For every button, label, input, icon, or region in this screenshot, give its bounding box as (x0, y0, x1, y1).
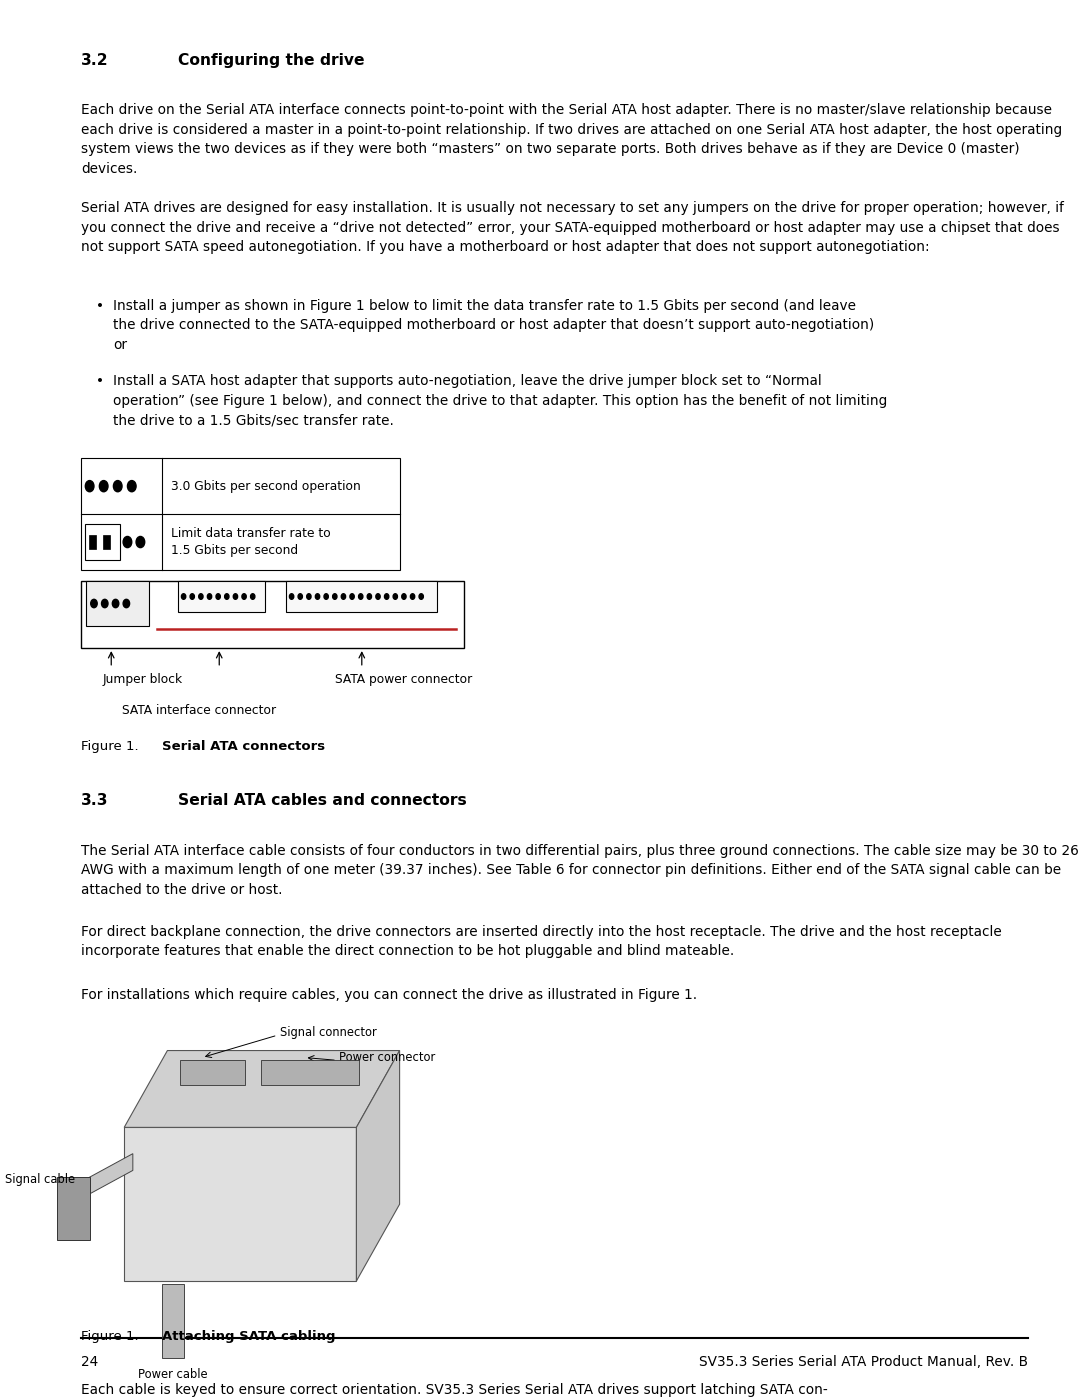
Circle shape (289, 594, 294, 599)
Circle shape (136, 536, 145, 548)
Polygon shape (356, 1051, 400, 1281)
Bar (81, 581, 464, 648)
Circle shape (298, 594, 302, 599)
Text: Figure 1.: Figure 1. (81, 1330, 138, 1343)
Text: Install a SATA host adapter that supports auto-negotiation, leave the drive jump: Install a SATA host adapter that support… (113, 374, 888, 427)
Circle shape (307, 594, 311, 599)
Text: Figure 1.: Figure 1. (81, 740, 138, 753)
Circle shape (359, 594, 363, 599)
Circle shape (419, 594, 423, 599)
Text: For installations which require cables, you can connect the drive as illustrated: For installations which require cables, … (81, 988, 697, 1002)
Circle shape (207, 594, 212, 599)
Bar (89, 535, 96, 549)
Circle shape (350, 594, 354, 599)
Circle shape (99, 481, 108, 492)
Circle shape (384, 594, 389, 599)
Circle shape (181, 594, 186, 599)
Circle shape (113, 481, 122, 492)
Text: 3.3: 3.3 (81, 793, 108, 809)
Text: SV35.3 Series Serial ATA Product Manual, Rev. B: SV35.3 Series Serial ATA Product Manual,… (699, 1355, 1028, 1369)
Text: Jumper block: Jumper block (103, 673, 183, 686)
Circle shape (315, 594, 320, 599)
Text: Each cable is keyed to ensure correct orientation. SV35.3 Series Serial ATA driv: Each cable is keyed to ensure correct or… (81, 1383, 827, 1397)
Text: SATA interface connector: SATA interface connector (122, 704, 276, 717)
Bar (103, 535, 110, 549)
Text: Signal connector: Signal connector (280, 1025, 377, 1039)
Polygon shape (76, 1154, 133, 1201)
Polygon shape (124, 1051, 400, 1127)
Circle shape (127, 481, 136, 492)
Circle shape (225, 594, 229, 599)
Circle shape (341, 594, 346, 599)
Circle shape (393, 594, 397, 599)
Text: Each drive on the Serial ATA interface connects point-to-point with the Serial A: Each drive on the Serial ATA interface c… (81, 103, 1062, 176)
Circle shape (123, 536, 132, 548)
Circle shape (410, 594, 415, 599)
Bar (57, 1176, 90, 1239)
Circle shape (367, 594, 372, 599)
Bar (286, 581, 437, 612)
Bar (124, 1127, 356, 1281)
Circle shape (91, 599, 97, 608)
Circle shape (190, 594, 194, 599)
Circle shape (123, 599, 130, 608)
Circle shape (402, 594, 406, 599)
Text: For direct backplane connection, the drive connectors are inserted directly into: For direct backplane connection, the dri… (81, 925, 1002, 958)
Circle shape (251, 594, 255, 599)
Text: Attaching SATA cabling: Attaching SATA cabling (162, 1330, 336, 1343)
Circle shape (333, 594, 337, 599)
Bar (180, 1060, 245, 1085)
Bar (85, 524, 120, 560)
Bar (81, 458, 400, 570)
Text: Install a jumper as shown in Figure 1 below to limit the data transfer rate to 1: Install a jumper as shown in Figure 1 be… (113, 299, 875, 352)
Bar (178, 581, 265, 612)
Circle shape (216, 594, 220, 599)
Circle shape (324, 594, 328, 599)
Bar (86, 581, 149, 626)
Text: Configuring the drive: Configuring the drive (178, 53, 365, 68)
Circle shape (242, 594, 246, 599)
Text: 3.2: 3.2 (81, 53, 109, 68)
Text: 24: 24 (81, 1355, 98, 1369)
Text: Power connector: Power connector (339, 1051, 435, 1065)
Circle shape (376, 594, 380, 599)
Polygon shape (162, 1284, 184, 1358)
Circle shape (102, 599, 108, 608)
Text: •: • (96, 374, 104, 388)
Text: Serial ATA cables and connectors: Serial ATA cables and connectors (178, 793, 467, 809)
Text: Power cable: Power cable (138, 1368, 207, 1380)
Circle shape (112, 599, 119, 608)
Text: Serial ATA drives are designed for easy installation. It is usually not necessar: Serial ATA drives are designed for easy … (81, 201, 1064, 254)
Text: SATA power connector: SATA power connector (335, 673, 472, 686)
Bar (261, 1060, 359, 1085)
Text: Limit data transfer rate to
1.5 Gbits per second: Limit data transfer rate to 1.5 Gbits pe… (171, 527, 330, 557)
Text: 3.0 Gbits per second operation: 3.0 Gbits per second operation (171, 479, 361, 493)
Text: Signal cable: Signal cable (5, 1173, 76, 1186)
Text: The Serial ATA interface cable consists of four conductors in two differential p: The Serial ATA interface cable consists … (81, 844, 1079, 897)
Circle shape (85, 481, 94, 492)
Text: •: • (96, 299, 104, 313)
Circle shape (199, 594, 203, 599)
Text: Serial ATA connectors: Serial ATA connectors (162, 740, 325, 753)
Circle shape (233, 594, 238, 599)
